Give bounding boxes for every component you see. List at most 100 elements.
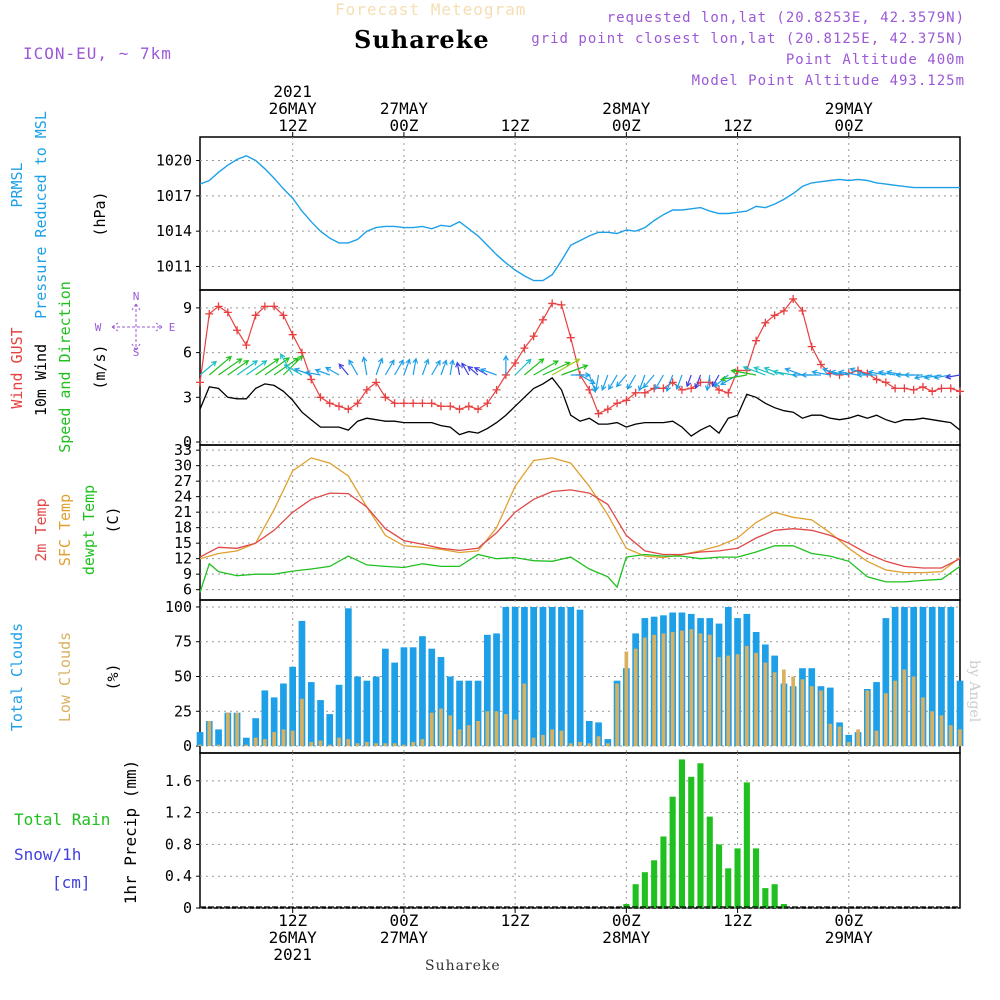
- wind-direction-arrow: [449, 358, 455, 376]
- wind-gust-marker: [205, 309, 214, 318]
- wind-direction-arrow: [811, 369, 831, 376]
- wind-direction-arrow: [704, 374, 711, 392]
- wind-gust-marker: [752, 336, 761, 345]
- rain-bar: [688, 776, 695, 908]
- y-tick-label: 24: [174, 488, 192, 506]
- rain-bar: [669, 796, 676, 908]
- location-info: requested lon,lat (20.8253E, 42.3579N) g…: [531, 8, 965, 92]
- wind-direction-arrow: [479, 368, 497, 376]
- total-cloud-bar: [456, 680, 463, 747]
- total-cloud-bar: [298, 620, 306, 747]
- wind-direction-arrow: [282, 355, 304, 376]
- total-cloud-bar: [335, 684, 343, 746]
- wind-direction-arrow: [467, 365, 479, 376]
- total-cloud-bar: [409, 647, 417, 747]
- wind-unit: (m/s): [91, 344, 109, 389]
- forecast-title: Forecast Meteogram: [335, 0, 527, 19]
- total-cloud-bar: [956, 680, 964, 747]
- total-cloud-bar: [576, 609, 584, 746]
- low-cloud-bar: [513, 719, 517, 746]
- x-tick-label-top: 00Z: [834, 116, 863, 135]
- wind-gust-marker: [724, 388, 733, 397]
- total-cloud-bar: [307, 682, 315, 747]
- wind-gust-marker: [362, 385, 371, 394]
- wind-direction-arrow: [375, 357, 384, 376]
- low-cloud-bar: [717, 657, 721, 746]
- wind-gust-marker: [807, 342, 816, 351]
- low-cloud-bar: [448, 715, 453, 746]
- compass-s: S: [133, 346, 140, 359]
- y-tick-label: 1014: [156, 222, 192, 240]
- total-cloud-bar: [474, 680, 482, 747]
- wind-gust-marker: [270, 302, 279, 311]
- temp-2m-label: 2m Temp: [32, 498, 50, 561]
- wind-direction-arrow: [593, 374, 600, 392]
- rain-bar: [771, 884, 778, 908]
- y-tick-label: 9: [183, 299, 192, 317]
- wind-gust-marker: [418, 399, 427, 408]
- x-tick-label-bottom: 00Z: [834, 911, 863, 930]
- x-tick-label-bottom: 12Z: [723, 911, 752, 930]
- total-cloud-bar: [400, 647, 408, 747]
- wind-gust-marker: [260, 302, 269, 311]
- total-cloud-bar: [428, 648, 436, 747]
- x-tick-label-top: 12Z: [723, 116, 752, 135]
- wind-gust-marker: [548, 299, 557, 308]
- wind-direction-arrow: [361, 355, 368, 376]
- low-cloud-bar: [791, 676, 795, 746]
- wind-gust-marker: [613, 399, 622, 408]
- wind-direction-arrow: [218, 358, 243, 376]
- wind-direction-arrow: [800, 372, 821, 378]
- total-cloud-bar: [928, 607, 936, 747]
- y-tick-label: 33: [174, 441, 192, 459]
- low-cloud-bar: [754, 652, 758, 747]
- wind-gust-marker: [446, 402, 455, 411]
- wind-direction-arrow: [903, 372, 923, 378]
- low-cloud-bar: [809, 686, 814, 746]
- watermark: by Angel: [966, 660, 982, 723]
- low-cloud-bar: [226, 712, 230, 747]
- wind-gust-marker: [344, 405, 353, 414]
- sfc-temp-label: SFC Temp: [56, 494, 74, 566]
- total-cloud-bar: [261, 690, 269, 746]
- wind-gust-marker: [297, 348, 306, 357]
- y-tick-label: 1.2: [165, 804, 192, 822]
- wind-direction-arrow: [338, 363, 349, 376]
- wind-direction-arrow: [314, 368, 331, 376]
- low-cloud-bar: [550, 729, 554, 747]
- total-cloud-bar: [252, 718, 259, 746]
- rain-bar: [743, 782, 750, 908]
- low-cloud-bar: [874, 730, 879, 746]
- x-tick-label-bottom: 27MAY: [380, 928, 429, 947]
- wind-direction-arrow: [551, 358, 581, 376]
- low-cloud-bar: [198, 744, 202, 747]
- wind-gust-marker: [687, 384, 696, 393]
- wind-direction-arrow: [944, 373, 961, 380]
- total-cloud-bar: [947, 607, 955, 747]
- wind-direction-arrow: [923, 374, 942, 381]
- wind-10m-label: 10m Wind: [32, 344, 50, 416]
- model-altitude: Model Point Altitude 493.125m: [691, 73, 965, 89]
- low-cloud-bar: [457, 729, 462, 747]
- wind-gust-marker: [372, 378, 381, 387]
- low-cloud-bar: [893, 680, 897, 747]
- total-cloud-bar: [938, 607, 945, 747]
- wind-gust-marker: [409, 399, 418, 408]
- wind-gust-marker: [937, 384, 946, 393]
- low-cloud-bar: [541, 734, 545, 746]
- wind-gust-marker: [733, 366, 742, 375]
- y-tick-label: 75: [174, 633, 192, 651]
- y-tick-label: 21: [174, 503, 192, 521]
- low-cloud-bar: [782, 669, 786, 746]
- wind-direction-arrow: [742, 365, 766, 376]
- low-cloud-bar: [587, 743, 592, 747]
- footer-location: Suhareke: [425, 958, 501, 974]
- wind-direction-arrow: [236, 360, 259, 376]
- wind-gust-marker: [900, 384, 909, 393]
- wind-direction-arrow: [784, 367, 803, 376]
- wind-direction-arrow: [913, 374, 933, 381]
- wind-direction-arrow: [753, 366, 775, 376]
- wind-direction-arrow: [524, 358, 545, 376]
- low-cloud-bar: [244, 744, 249, 747]
